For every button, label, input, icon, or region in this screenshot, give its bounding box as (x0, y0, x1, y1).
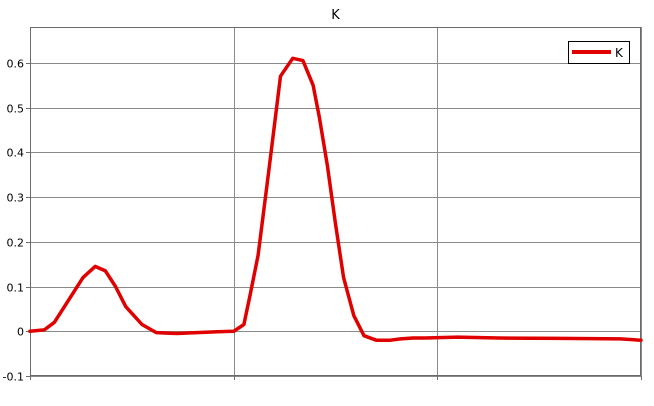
y-tick-label: 0.1 (7, 282, 25, 295)
chart-title: K (331, 8, 340, 23)
series-line (28, 56, 643, 342)
y-tick-label: 0.4 (7, 147, 25, 160)
y-tick-label: 0.2 (7, 237, 25, 250)
series-layer (28, 56, 643, 342)
y-tick-label: 0.6 (7, 58, 25, 71)
plot-frame (30, 27, 641, 376)
y-tick-label: 0.5 (7, 103, 25, 116)
legend: K (568, 41, 630, 64)
grid (30, 27, 642, 377)
legend-label: K (615, 46, 624, 60)
axis-ticks: -0.1 0 0.1 0.2 0.3 0.4 0.5 0.6 (3, 58, 642, 384)
y-tick-label: 0.3 (7, 192, 25, 205)
y-tick-label: 0 (17, 326, 24, 339)
plot-area (30, 27, 641, 376)
y-tick-label: -0.1 (3, 371, 24, 384)
